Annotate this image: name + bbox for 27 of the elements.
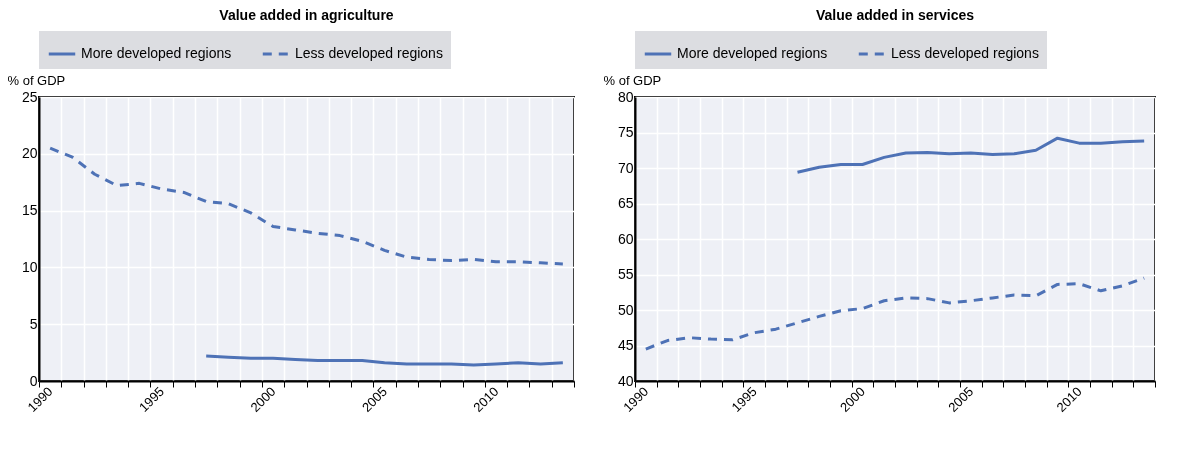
line-series	[644, 276, 1146, 351]
y-tick-label: 15	[21, 202, 38, 219]
y-tick-label: 80	[617, 88, 634, 105]
y-tick-label: 45	[617, 337, 634, 353]
legend-label: Less developed regions	[891, 45, 1039, 61]
y-tick-label: 20	[21, 145, 38, 162]
y-axis-title: % of GDP	[7, 72, 66, 88]
legend-label: More developed regions	[677, 45, 828, 61]
y-tick-label: 50	[617, 301, 634, 318]
legend-label: More developed regions	[81, 45, 232, 61]
y-tick-label: 70	[617, 159, 634, 176]
y-tick-label: 55	[617, 266, 634, 282]
y-tick-label: 5	[29, 315, 38, 332]
y-tick-label: 25	[21, 88, 38, 105]
y-tick-label: 0	[29, 372, 38, 389]
legend-label: Less developed regions	[295, 45, 443, 61]
chart-title: Value added in services	[816, 7, 975, 23]
y-tick-label: 75	[617, 124, 634, 140]
line-series	[48, 146, 565, 266]
y-tick-label: 60	[617, 230, 634, 247]
y-tick-label: 10	[21, 258, 38, 275]
y-tick-label: 40	[617, 372, 634, 389]
line-series	[204, 354, 565, 367]
y-axis-title: % of GDP	[603, 72, 662, 88]
chart-title: Value added in agriculture	[219, 7, 394, 23]
line-series	[796, 136, 1146, 174]
y-tick-label: 65	[617, 195, 634, 211]
